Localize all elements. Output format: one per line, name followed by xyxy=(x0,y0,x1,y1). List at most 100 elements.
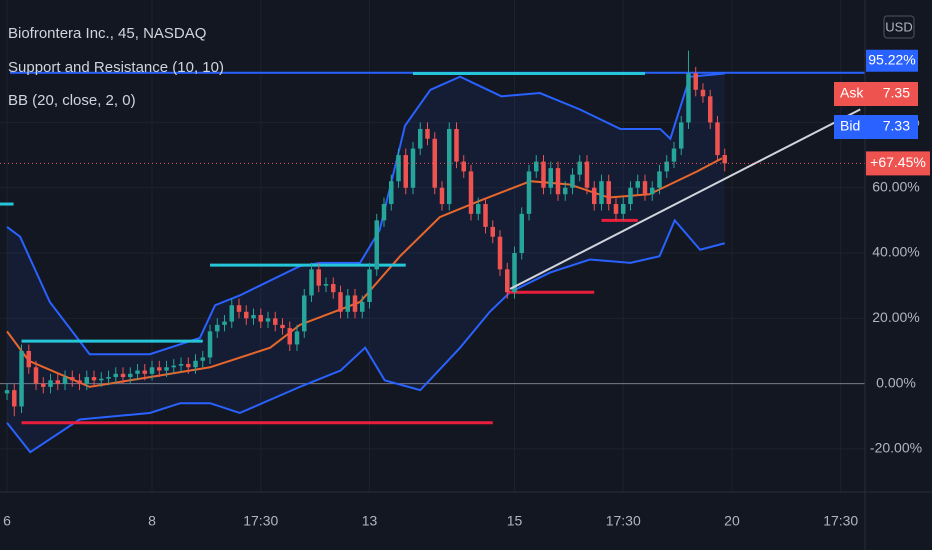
candle-body xyxy=(352,295,358,312)
candle-body xyxy=(461,161,466,172)
candle-body xyxy=(142,370,148,374)
currency-box[interactable] xyxy=(883,15,915,39)
candle-body xyxy=(533,161,539,172)
bid-box xyxy=(834,115,918,139)
candle-body xyxy=(374,220,379,270)
candle-body xyxy=(628,187,633,205)
candle-body xyxy=(512,253,517,293)
y-tick-label: 20.00% xyxy=(872,309,919,325)
candle-body xyxy=(686,73,691,123)
x-tick-label: 17:30 xyxy=(823,513,858,529)
candle-body xyxy=(707,96,713,123)
x-tick-label: 17:30 xyxy=(243,513,278,529)
candle-body xyxy=(483,204,488,227)
candle-body xyxy=(48,380,53,387)
candle-body xyxy=(323,284,329,286)
axes: 80.00%60.00%40.00%20.00%0.00%-20.00%6817… xyxy=(3,49,930,529)
candle-body xyxy=(207,331,213,358)
candle-body xyxy=(251,315,256,319)
candle-body xyxy=(171,365,177,368)
bid-label: Bid xyxy=(840,118,860,134)
candle-body xyxy=(519,213,524,254)
candle-body xyxy=(381,204,387,221)
candle-body xyxy=(504,269,510,293)
candle-body xyxy=(396,155,401,182)
candle-body xyxy=(439,187,445,205)
candle-body xyxy=(244,311,249,319)
candle-body xyxy=(55,380,61,384)
candle-body xyxy=(265,318,271,322)
candle-body xyxy=(62,377,68,384)
candle-body xyxy=(229,305,235,322)
candle-body xyxy=(613,204,619,214)
candle-body xyxy=(157,367,162,371)
candle-body xyxy=(367,269,372,302)
candle-body xyxy=(200,357,206,361)
candle-body xyxy=(555,168,561,195)
candle-body xyxy=(577,161,582,175)
candle-body xyxy=(345,295,351,312)
ask-label: Ask xyxy=(840,85,864,101)
candle-body xyxy=(664,161,669,172)
candle-body xyxy=(280,324,285,329)
candle-body xyxy=(693,73,698,90)
candle-body xyxy=(599,181,604,205)
candle-body xyxy=(620,204,626,214)
ask-value: 7.35 xyxy=(883,85,910,101)
candle-body xyxy=(70,377,75,381)
candle-body xyxy=(331,284,336,293)
indicator-label: BB (20, close, 2, 0) xyxy=(8,92,136,109)
candle-body xyxy=(649,187,655,195)
last-price-label: +67.45% xyxy=(870,154,926,170)
candle-body xyxy=(715,122,720,156)
candle-body xyxy=(403,155,408,188)
candle-body xyxy=(722,155,727,164)
bb-upper xyxy=(6,72,725,356)
candle-body xyxy=(178,364,184,366)
candle-body xyxy=(128,373,133,378)
candle-body xyxy=(338,292,343,312)
candle-body xyxy=(446,128,452,205)
candle-body xyxy=(135,370,140,374)
candle-body xyxy=(77,380,82,384)
last-price-box xyxy=(866,151,930,176)
candle-body xyxy=(113,373,119,378)
currency: USD xyxy=(885,19,912,34)
candle-body xyxy=(591,187,597,205)
candle-body xyxy=(606,181,611,205)
candle-body xyxy=(91,377,97,381)
x-tick-label: 8 xyxy=(148,513,156,529)
candle-body xyxy=(635,181,640,188)
candle-body xyxy=(41,383,46,387)
candle-body xyxy=(258,315,264,322)
candle-body xyxy=(193,360,198,368)
candle-body xyxy=(497,236,503,270)
bid-value: 7.33 xyxy=(883,118,910,134)
candle-body xyxy=(287,328,293,345)
x-tick-label: 6 xyxy=(3,513,11,529)
indicator-label: Support and Resistance (10, 10) xyxy=(8,59,224,76)
candle-body xyxy=(570,174,575,188)
candle-body xyxy=(425,128,430,139)
y-tick-label: 40.00% xyxy=(872,244,919,260)
candle-body xyxy=(120,373,126,378)
chart-title: Biofrontera Inc., 45, NASDAQ xyxy=(8,25,206,42)
trendline xyxy=(509,108,861,290)
high-price-label: 95.22% xyxy=(868,51,915,67)
candle-body xyxy=(99,378,104,381)
candle-body xyxy=(19,350,24,407)
candle-body xyxy=(454,128,459,162)
candle-body xyxy=(526,171,532,214)
candle-body xyxy=(84,377,90,384)
x-tick-label: 13 xyxy=(362,513,378,529)
candle-body xyxy=(389,181,394,205)
candle-body xyxy=(26,350,32,368)
y-tick-label: 0.00% xyxy=(876,374,916,390)
candle-body xyxy=(186,364,191,368)
candle-body xyxy=(671,148,677,162)
candle-body xyxy=(309,269,314,296)
candle-body xyxy=(215,324,220,332)
candle-body xyxy=(4,390,10,394)
candle-body xyxy=(562,187,568,195)
